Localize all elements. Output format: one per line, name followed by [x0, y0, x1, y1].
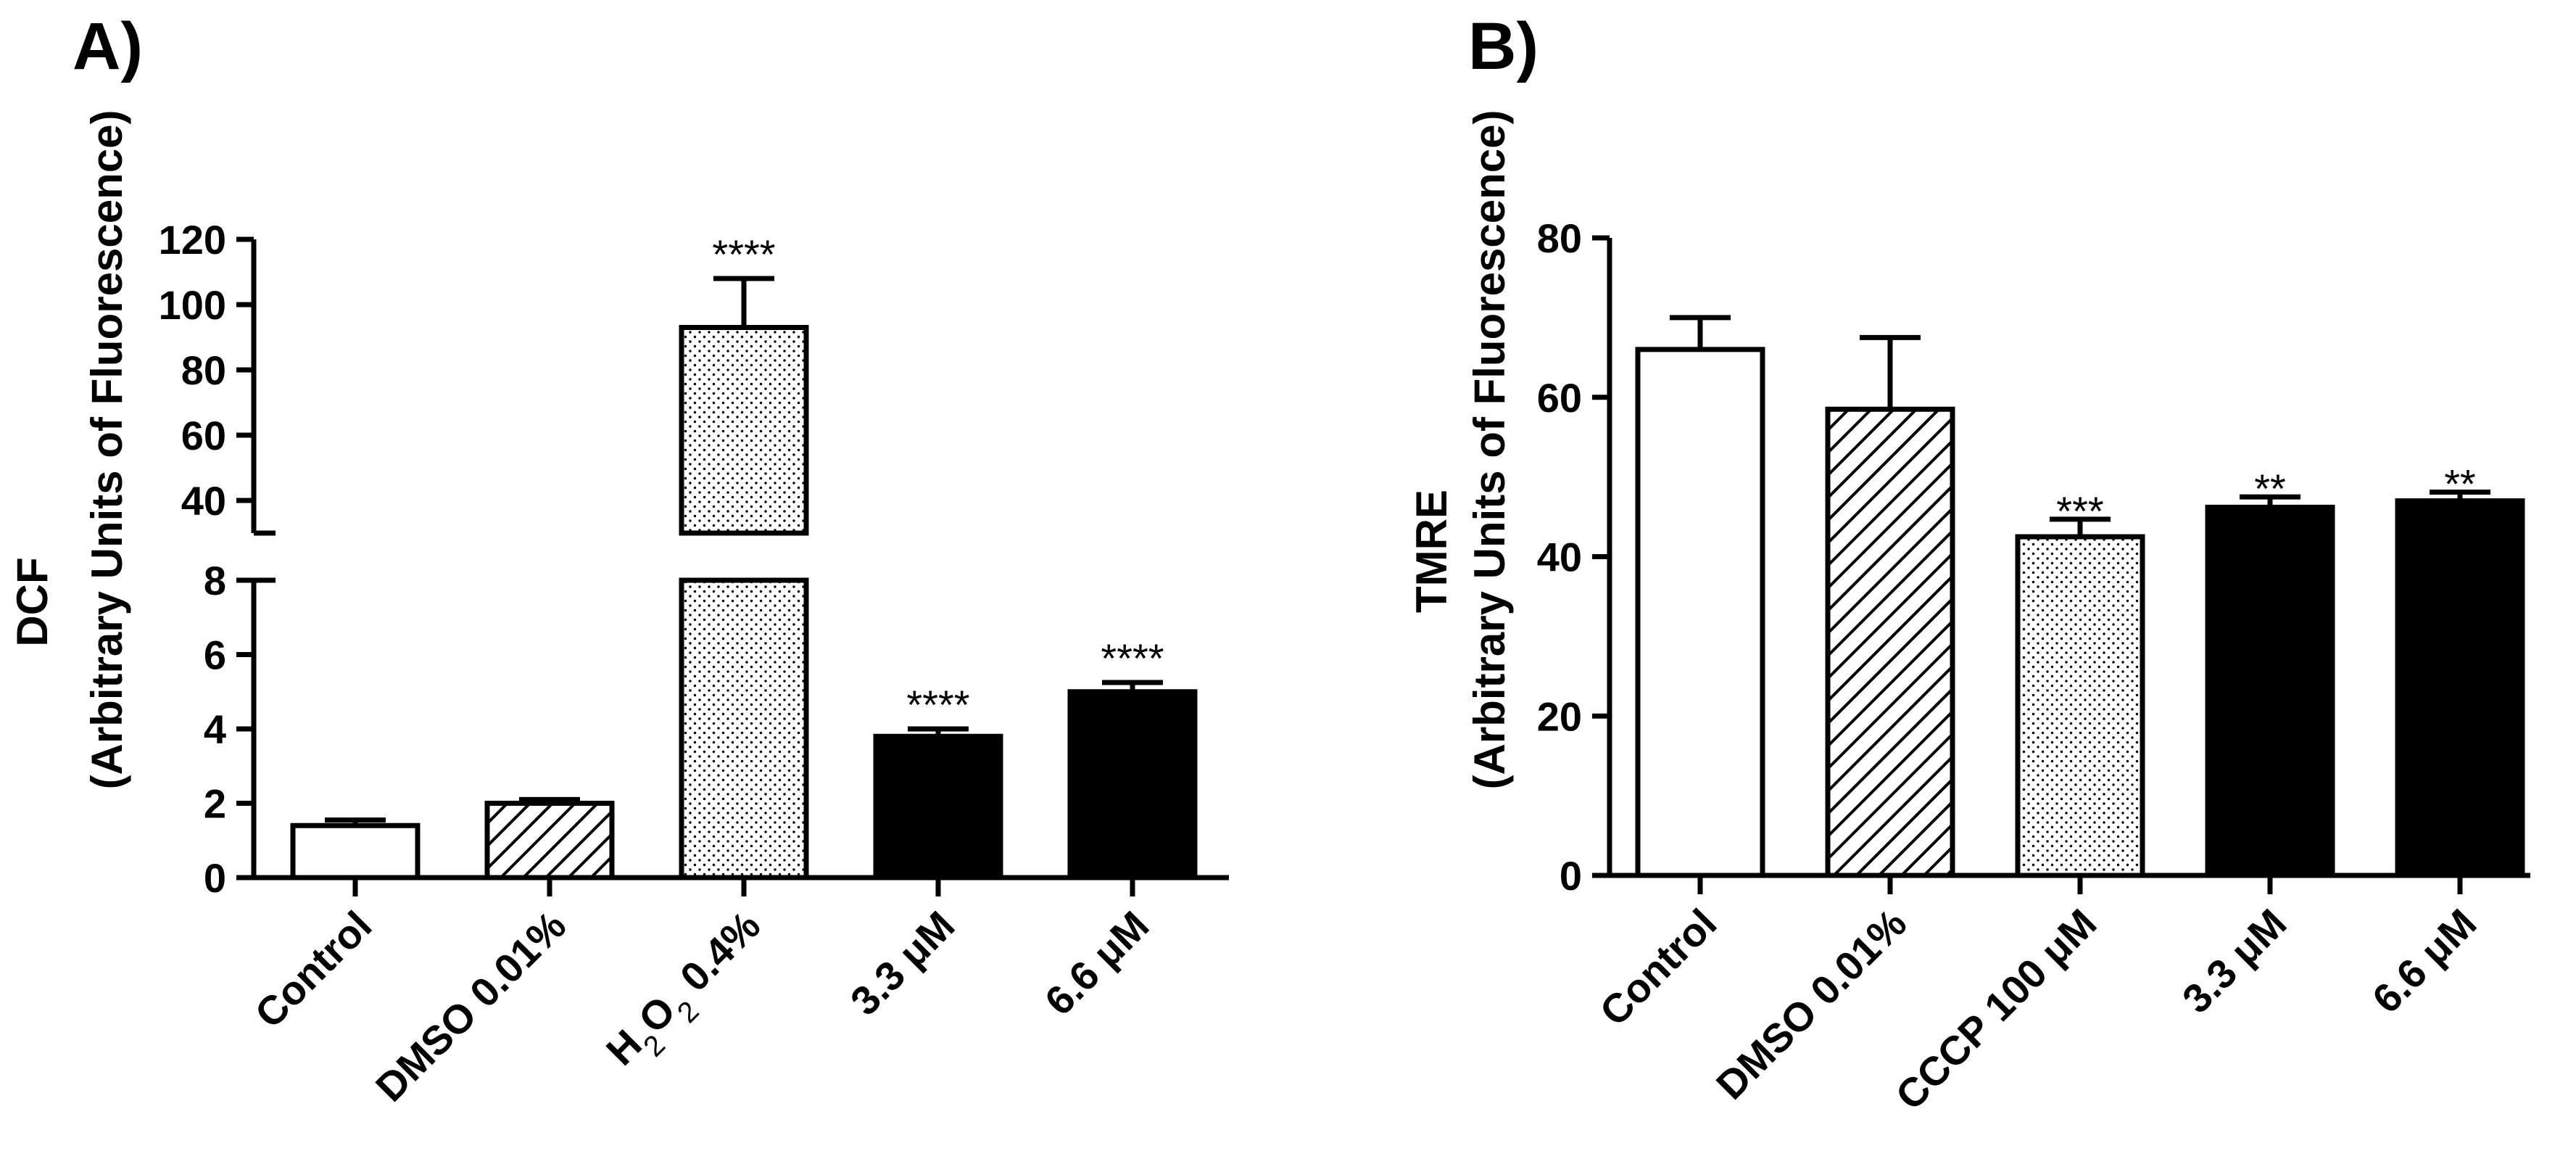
y-tick-label: 20: [1537, 693, 1582, 739]
bar-dmso-0-01: [484, 801, 615, 881]
x-category-label: Control: [1591, 900, 1725, 1034]
x-category-label: 6.6 μM: [1036, 902, 1158, 1024]
y-tick-label: 60: [1537, 375, 1582, 421]
y-tick-label: 4: [204, 706, 226, 752]
x-category-label: CCCP 100 μM: [1887, 900, 2105, 1118]
panel-b-label: B): [1468, 9, 1538, 83]
y-tick-label: 40: [1537, 535, 1582, 580]
x-category-label: DMSO 0.01%: [367, 902, 575, 1110]
panel-a-bars: **** **** ****: [290, 231, 1198, 881]
bar-h2o2-0-4-significance: ****: [712, 231, 775, 277]
bar-control: [1635, 347, 1765, 878]
y-tick-label: 40: [181, 478, 226, 524]
bar-h2o2-0-4-lower: [679, 577, 809, 881]
bar-3-3-m-significance: **: [2254, 466, 2286, 511]
panel-b-bars: *** ** **: [1635, 315, 2525, 878]
x-category-label: DMSO 0.01%: [1707, 900, 1916, 1108]
x-category-label-part: H: [597, 1020, 650, 1073]
y-tick-label: 80: [181, 347, 226, 393]
bar-3-3-m: [873, 733, 1003, 881]
panel-b-chart: B) TMRE (Arbitrary Units of Fluorescence…: [1407, 9, 2530, 1118]
y-tick-label: 0: [1560, 853, 1582, 899]
x-category-label: 6.6 μM: [2364, 900, 2485, 1022]
y-tick-label: 0: [204, 855, 226, 901]
x-category-label-part: 0.4%: [663, 902, 769, 1008]
bar-cccp-100-m: [2015, 534, 2145, 878]
panel-a-ticks: 0 2 4 6 8 40 60 80 100 120: [159, 217, 254, 901]
y-tick-label: 80: [1537, 215, 1582, 261]
panel-b-ticks: 0 20 40 60 80: [1537, 215, 1610, 899]
y-tick-label: 8: [204, 558, 226, 603]
y-tick-label: 6: [204, 632, 226, 678]
panel-a-label: A): [73, 9, 143, 83]
panel-a-ylabel-line1: DCF: [8, 557, 57, 646]
bar-3-3-m-significance: ****: [906, 682, 969, 727]
bar-6-6-m-significance: **: [2444, 461, 2476, 507]
y-tick-label: 2: [204, 781, 226, 827]
panel-a-chart: A) DCF (Arbitrary Units of Fluorescence)…: [8, 9, 1229, 1110]
bar-6-6-m-significance: ****: [1101, 635, 1164, 681]
bar-h2o2-0-4-upper: [679, 325, 809, 536]
bar-6-6-m: [1067, 689, 1198, 881]
y-tick-label: 100: [159, 282, 226, 328]
x-category-label-part: O: [629, 987, 684, 1042]
panel-b-ylabel-line2: (Arbitrary Units of Fluorescence): [1465, 110, 1514, 790]
bar-3-3-m: [2205, 504, 2335, 878]
panel-b-ylabel-line1: TMRE: [1407, 490, 1456, 613]
x-category-label: 3.3 μM: [2174, 900, 2295, 1022]
y-tick-label: 120: [159, 217, 226, 263]
x-category-label: Control: [246, 902, 380, 1036]
bar-6-6-m: [2395, 498, 2525, 878]
bar-cccp-100-m-significance: ***: [2056, 488, 2103, 534]
bar-control: [290, 822, 421, 881]
x-category-label: H2O2 0.4%: [597, 902, 779, 1084]
panel-a-ylabel-line2: (Arbitrary Units of Fluorescence): [83, 110, 131, 790]
bar-dmso-0-01: [1825, 406, 1955, 878]
y-tick-label: 60: [181, 413, 226, 458]
x-category-label: 3.3 μM: [842, 902, 964, 1024]
bar-h2o2-0-4-break-gap: [677, 536, 811, 577]
